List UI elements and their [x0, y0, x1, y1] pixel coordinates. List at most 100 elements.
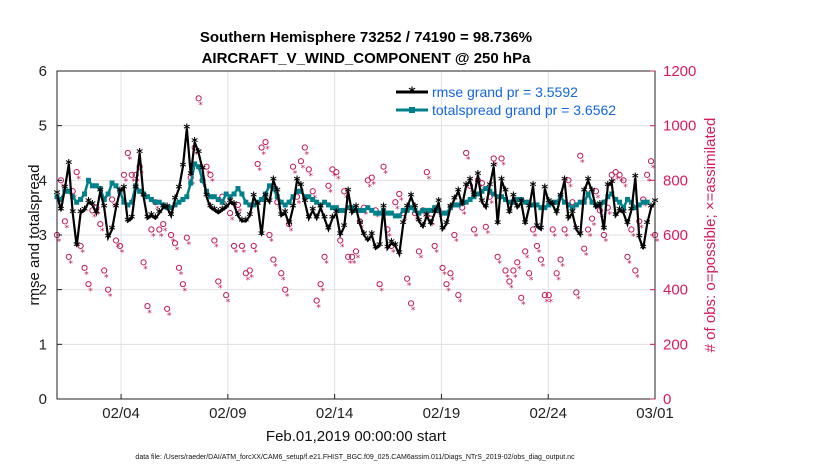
obs-possible-point: [644, 171, 651, 178]
totalspread-point: [400, 207, 406, 213]
y-tick-label: 6: [39, 63, 47, 80]
rmse-point: *: [467, 174, 474, 189]
obs-assimilated-point: *: [379, 287, 384, 297]
obs-assimilated-point: *: [541, 262, 546, 272]
obs-possible-point: [101, 267, 108, 274]
totalspread-point: [223, 191, 229, 197]
rmse-point: *: [408, 191, 415, 206]
obs-assimilated-point: *: [407, 281, 412, 291]
totalspread-point: [192, 161, 198, 167]
obs-possible-point: [647, 158, 655, 165]
obs-possible-point: [183, 234, 190, 241]
chart-subtitle: AIRCRAFT_V_WIND_COMPONENT @ 250 hPa: [202, 50, 532, 67]
obs-assimilated-point: *: [246, 276, 251, 286]
obs-assimilated-point: *: [651, 164, 656, 174]
obs-assimilated-point: *: [517, 265, 522, 275]
rmse-point: *: [368, 229, 375, 244]
y-axis-label: rmse and totalspread: [26, 165, 43, 306]
obs-assimilated-point: *: [336, 175, 341, 185]
totalspread-point: [396, 213, 402, 219]
rmse-point: *: [101, 202, 108, 217]
x-axis-label: Feb.01,2019 00:00:00 start: [266, 428, 447, 445]
obs-assimilated-point: *: [226, 298, 231, 308]
rmse-point: *: [423, 210, 430, 225]
rmse-point: *: [498, 174, 505, 189]
obs-assimilated-point: *: [387, 232, 392, 242]
obs-assimilated-point: *: [175, 246, 180, 256]
obs-possible-point: [522, 248, 529, 255]
obs-assimilated-point: *: [324, 260, 329, 270]
obs-assimilated-point: *: [84, 271, 89, 281]
obs-assimilated-point: *: [529, 276, 534, 286]
obs-assimilated-point: *: [230, 216, 235, 226]
totalspread-point: [617, 199, 623, 205]
rmse-point: *: [585, 174, 592, 189]
totalspread-point: [365, 205, 371, 211]
totalspread-point: [89, 183, 95, 189]
rmse-point: *: [412, 202, 419, 217]
obs-possible-point: [518, 294, 525, 301]
obs-possible-point: [278, 270, 285, 277]
obs-assimilated-point: *: [493, 161, 498, 171]
obs-assimilated-point: *: [619, 178, 624, 188]
totalspread-point: [436, 207, 442, 213]
totalspread-point: [235, 186, 241, 192]
obs-assimilated-point: *: [446, 287, 451, 297]
obs-possible-point: [451, 231, 458, 239]
x-tick-label: 02/04: [102, 405, 140, 422]
rmse-point: *: [451, 193, 458, 208]
rmse-point: *: [431, 207, 438, 222]
obs-assimilated-point: *: [293, 169, 298, 179]
rmse-point: *: [85, 196, 92, 211]
obs-possible-point: [313, 297, 320, 304]
totalspread-point: [518, 196, 524, 202]
obs-assimilated-point: *: [356, 254, 361, 264]
totalspread-point: [219, 199, 225, 205]
totalspread-point: [534, 202, 540, 208]
obs-assimilated-point: *: [124, 178, 129, 188]
totalspread-point: [322, 199, 328, 205]
obs-assimilated-point: *: [596, 194, 601, 204]
obs-assimilated-point: *: [143, 265, 148, 275]
rmse-point: *: [478, 196, 485, 211]
obs-possible-point: [108, 196, 116, 203]
totalspread-point: [440, 210, 446, 216]
totalspread-point: [247, 202, 253, 208]
rmse-point: *: [604, 180, 611, 195]
obs-assimilated-point: *: [309, 172, 314, 182]
obs-possible-point: [160, 220, 167, 228]
rmse-point: *: [58, 204, 65, 219]
totalspread-point: [416, 210, 422, 216]
rmse-point: *: [113, 202, 120, 217]
totalspread-point: [499, 194, 505, 200]
rmse-point: *: [494, 218, 501, 233]
y-tick-label: 0: [39, 391, 47, 408]
obs-possible-point: [514, 259, 521, 266]
obs-possible-point: [557, 256, 564, 263]
obs-possible-point: [77, 242, 84, 250]
totalspread-point: [428, 207, 434, 213]
rmse-point: *: [593, 202, 600, 217]
obs-assimilated-point: *: [497, 260, 502, 270]
rmse-point: *: [333, 207, 340, 222]
rmse-point: *: [400, 218, 407, 233]
rmse-point: *: [372, 243, 379, 258]
obs-assimilated-point: *: [635, 273, 640, 283]
obs-possible-point: [431, 242, 438, 250]
obs-possible-point: [65, 253, 72, 260]
totalspread-point: [451, 202, 457, 208]
obs-possible-point: [526, 270, 533, 277]
y-right-tick-label: 800: [663, 172, 688, 189]
obs-assimilated-point: *: [80, 249, 85, 259]
obs-possible-point: [592, 188, 600, 195]
obs-assimilated-point: *: [588, 232, 593, 242]
obs-assimilated-point: *: [265, 145, 270, 155]
rmse-point: *: [65, 158, 72, 173]
obs-possible-point: [309, 188, 316, 195]
rmse-point: *: [620, 207, 627, 222]
y-tick-label: 3: [39, 227, 47, 244]
obs-possible-point: [498, 155, 505, 162]
rmse-point: *: [597, 199, 604, 214]
obs-assimilated-point: *: [76, 175, 81, 185]
